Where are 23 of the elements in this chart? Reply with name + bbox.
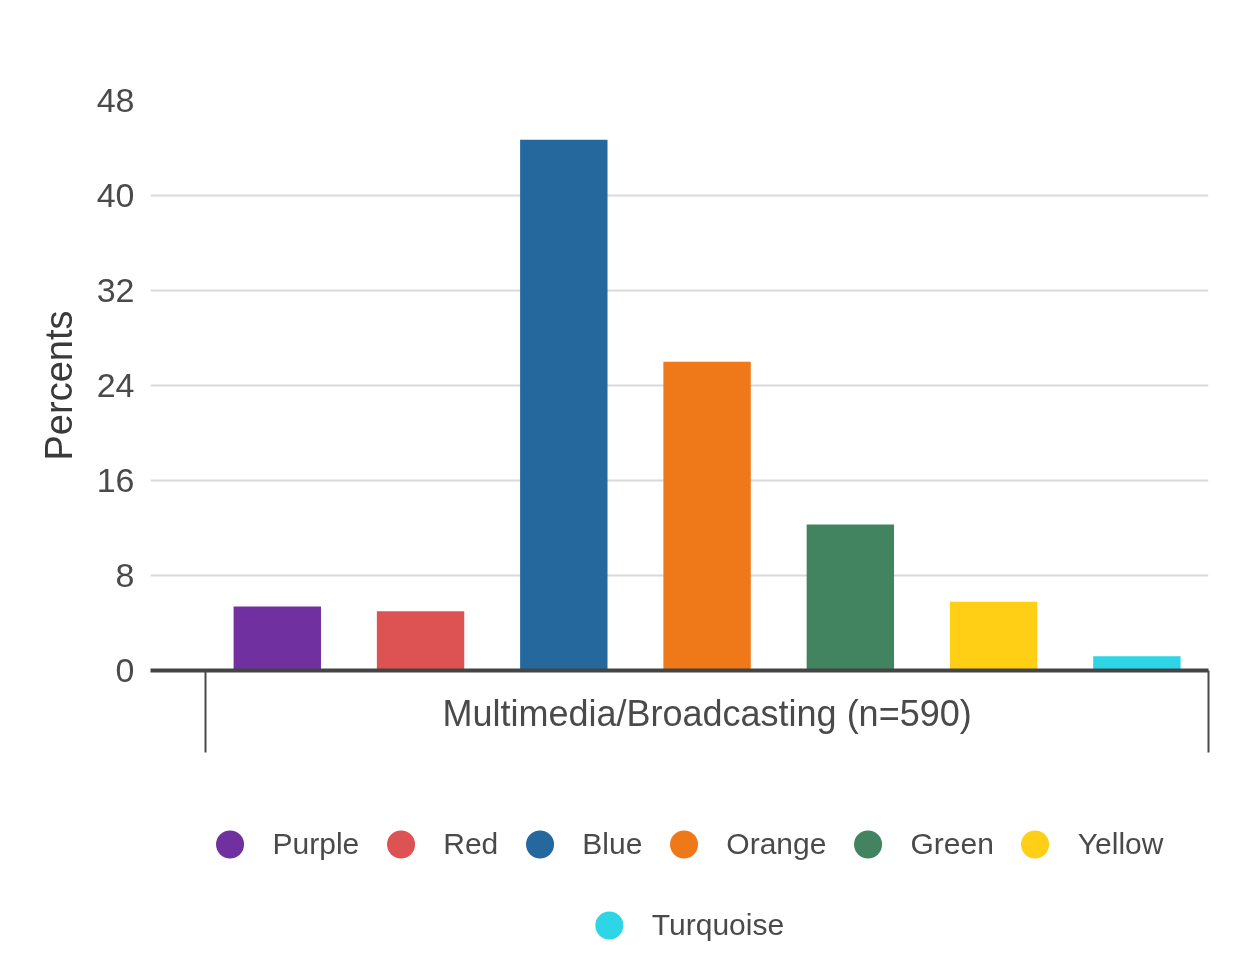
- legend-label: Orange: [726, 826, 827, 862]
- bar: [1093, 656, 1181, 671]
- y-tick-label: 16: [96, 461, 135, 499]
- legend-label: Green: [910, 826, 994, 862]
- y-tick-label: 24: [96, 366, 135, 404]
- bar: [233, 606, 321, 671]
- x-tick-label: Multimedia/Broadcasting (n=590): [442, 692, 972, 734]
- bar: [663, 361, 751, 671]
- y-tick-label: 48: [96, 81, 135, 119]
- y-tick-label: 0: [115, 651, 135, 689]
- y-tick-label: 40: [96, 176, 135, 214]
- legend-label: Yellow: [1077, 826, 1164, 862]
- legend-label: Red: [443, 826, 499, 862]
- legend-label: Purple: [272, 826, 360, 862]
- y-tick-label: 8: [115, 556, 135, 594]
- legend-label: Blue: [582, 826, 643, 862]
- bar: [520, 139, 608, 671]
- bar: [949, 601, 1038, 671]
- bar: [806, 524, 895, 671]
- y-axis-title: Percents: [37, 310, 80, 461]
- bar: [376, 611, 465, 671]
- legend-label: Turquoise: [651, 907, 785, 943]
- y-tick-label: 32: [96, 271, 135, 309]
